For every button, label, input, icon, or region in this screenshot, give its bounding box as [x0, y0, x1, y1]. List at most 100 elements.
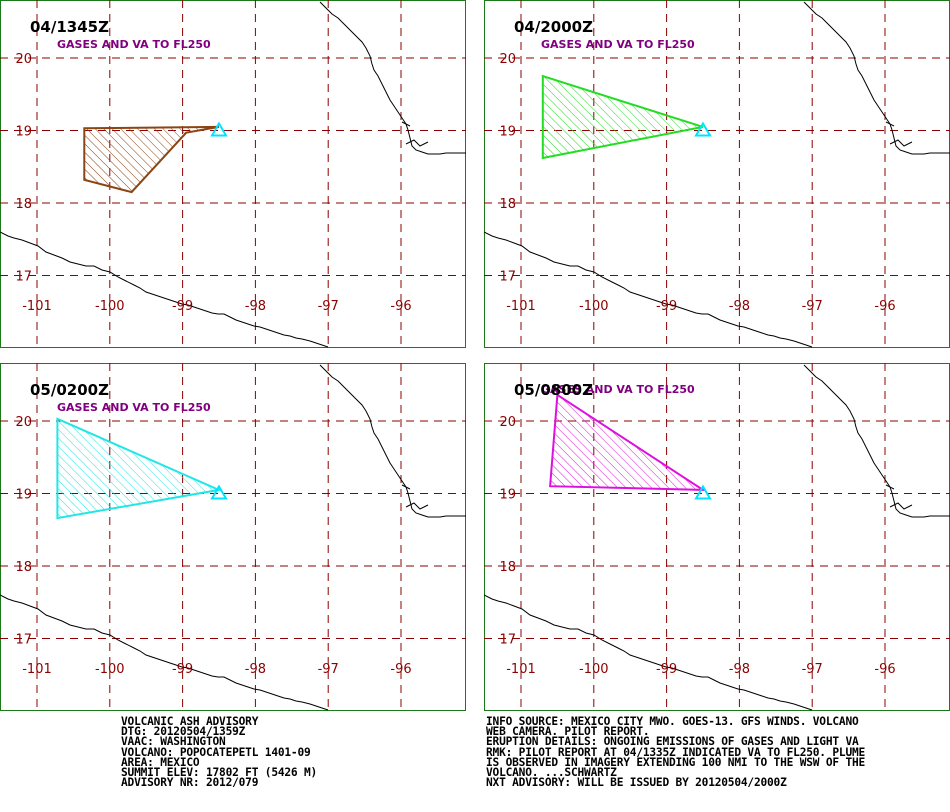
coastline-detail — [401, 484, 411, 490]
lat-tick-label: 19 — [499, 125, 516, 140]
lon-tick-label: -100 — [95, 662, 125, 677]
panel-frame — [0, 0, 466, 348]
ash-cloud-polygon — [541, 74, 704, 160]
lon-tick-label: -97 — [802, 662, 823, 677]
advisory-line: VOLCANIC ASH ADVISORY — [121, 715, 259, 728]
coastline-detail — [885, 484, 895, 490]
map-svg: -101 -100 -99 -98 -97 -96 20 19 18 17 — [484, 0, 950, 348]
advisory-line: SUMMIT ELEV: 17802 FT (5426 M) — [121, 766, 318, 780]
volcano-triangle-icon — [694, 121, 712, 137]
lon-tick-label: -98 — [729, 299, 750, 314]
forecast-panels: -101 -100 -99 -98 -97 -96 20 19 18 17 04/1345Z GA… — [0, 0, 950, 711]
advisory-line: AREA: MEXICO — [121, 755, 200, 769]
lat-tick-label: 20 — [499, 52, 516, 67]
map-svg: -101 -100 -99 -98 -97 -96 20 19 18 17 — [0, 0, 466, 348]
panel-forecast-4: -101 -100 -99 -98 -97 -96 20 19 18 17 GASES AND V… — [484, 363, 950, 711]
lon-tick-label: -99 — [172, 299, 193, 314]
lon-tick-label: -98 — [245, 299, 266, 314]
lon-tick-label: -97 — [802, 299, 823, 314]
lon-tick-label: -99 — [656, 299, 677, 314]
graticule — [0, 0, 466, 348]
panel-forecast-2: -101 -100 -99 -98 -97 -96 20 19 18 17 04/2000Z GA… — [484, 0, 950, 348]
volcano-triangle-icon — [210, 484, 228, 500]
coastline-gulf — [803, 1, 950, 155]
coastline-pacific — [484, 231, 813, 348]
lat-tick-label: 20 — [499, 415, 516, 430]
panel-time-label: 05/0200Z — [30, 381, 109, 399]
advisory-line: VOLCANO: POPOCATEPETL 1401-09 — [121, 745, 311, 759]
panel-subtitle: GASES AND VA TO FL250 — [541, 383, 695, 396]
lon-tick-label: -100 — [579, 662, 609, 677]
ash-cloud-polygon — [549, 393, 707, 491]
coastline-detail — [401, 121, 411, 127]
lat-tick-label: 18 — [499, 197, 516, 212]
coastline-pacific — [484, 594, 813, 711]
lat-tick-label: 19 — [499, 488, 516, 503]
ash-cloud-polygon — [83, 125, 220, 194]
advisory-info-left: VOLCANIC ASH ADVISORY DTG: 20120504/1359… — [121, 715, 318, 789]
graticule — [0, 363, 466, 711]
panel-frame — [484, 363, 950, 711]
advisory-line: WEB CAMERA. PILOT REPORT. — [486, 725, 650, 739]
panel-frame — [484, 0, 950, 348]
lon-tick-label: -101 — [506, 299, 536, 314]
coastline-detail — [405, 502, 429, 510]
lon-tick-label: -96 — [390, 662, 411, 677]
coastline-gulf — [319, 1, 466, 155]
coastline-detail — [405, 139, 429, 147]
lon-tick-label: -96 — [390, 299, 411, 314]
advisory-line: IS OBSERVED IN IMAGERY EXTENDING 100 NMI… — [486, 755, 866, 769]
lon-tick-label: -97 — [318, 662, 339, 677]
lat-tick-label: 17 — [15, 633, 32, 648]
map-svg: -101 -100 -99 -98 -97 -96 20 19 18 17 — [484, 363, 950, 711]
lon-tick-label: -100 — [579, 299, 609, 314]
lat-tick-label: 18 — [499, 560, 516, 575]
panel-frame — [0, 363, 466, 711]
panel-subtitle: GASES AND VA TO FL250 — [541, 38, 695, 51]
advisory-line: VAAC: WASHINGTON — [121, 735, 226, 749]
panel-time-label: 04/1345Z — [30, 18, 109, 36]
lat-tick-label: 18 — [15, 560, 32, 575]
lon-tick-label: -101 — [22, 662, 52, 677]
ash-cloud-polygon — [56, 417, 223, 520]
lon-tick-label: -96 — [874, 299, 895, 314]
lon-tick-label: -100 — [95, 299, 125, 314]
coastline-pacific — [0, 594, 329, 711]
lon-tick-label: -101 — [506, 662, 536, 677]
panel-forecast-3: -101 -100 -99 -98 -97 -96 20 19 18 17 05/0200Z GA… — [0, 363, 466, 711]
lon-tick-label: -96 — [874, 662, 895, 677]
lon-tick-label: -99 — [656, 662, 677, 677]
advisory-line: RMK: PILOT REPORT AT 04/1335Z INDICATED … — [486, 745, 866, 759]
advisory-line: NXT ADVISORY: WILL BE ISSUED BY 20120504… — [486, 776, 787, 790]
coastline-gulf — [319, 364, 466, 518]
advisory-info-right: INFO SOURCE: MEXICO CITY MWO. GOES-13. G… — [486, 715, 866, 790]
advisory-line: ERUPTION DETAILS: ONGOING EMISSIONS OF G… — [486, 735, 859, 749]
map-svg: -101 -100 -99 -98 -97 -96 20 19 18 17 — [0, 363, 466, 711]
lat-tick-label: 18 — [15, 197, 32, 212]
advisory-line: DTG: 20120504/1359Z — [121, 725, 246, 739]
coastline-detail — [889, 139, 913, 147]
panel-subtitle: GASES AND VA TO FL250 — [57, 38, 211, 51]
advisory-line: VOLCANO. ...SCHWARTZ — [486, 766, 617, 780]
panel-time-label: 05/0800Z — [514, 381, 593, 399]
panel-subtitle: GASES AND VA TO FL250 — [57, 401, 211, 414]
advisory-line: INFO SOURCE: MEXICO CITY MWO. GOES-13. G… — [486, 715, 859, 728]
lon-tick-label: -101 — [22, 299, 52, 314]
volcano-triangle-icon — [210, 121, 228, 137]
lon-tick-label: -98 — [729, 662, 750, 677]
lat-tick-label: 17 — [499, 270, 516, 285]
lat-tick-label: 17 — [15, 270, 32, 285]
volcano-triangle-icon — [694, 484, 712, 500]
lon-tick-label: -97 — [318, 299, 339, 314]
lon-tick-label: -98 — [245, 662, 266, 677]
coastline-pacific — [0, 231, 329, 348]
graticule — [484, 0, 950, 348]
lat-tick-label: 20 — [15, 52, 32, 67]
panel-time-label: 04/2000Z — [514, 18, 593, 36]
lat-tick-label: 17 — [499, 633, 516, 648]
coastline-gulf — [803, 364, 950, 518]
coastline-detail — [889, 502, 913, 510]
panel-forecast-1: -101 -100 -99 -98 -97 -96 20 19 18 17 04/1345Z GA… — [0, 0, 466, 348]
coastline-detail — [885, 121, 895, 127]
lat-tick-label: 19 — [15, 125, 32, 140]
